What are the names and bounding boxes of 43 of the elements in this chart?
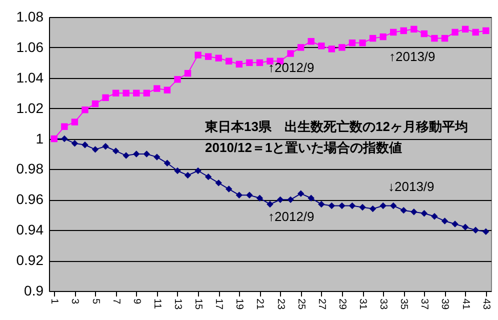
y-tick-label: 1.08 (16, 8, 44, 24)
x-tick-label: 41 (460, 298, 471, 310)
y-tick-label: 1.04 (16, 69, 44, 86)
y-tick-label: 1.06 (16, 38, 44, 55)
x-tick-label: 27 (316, 298, 327, 310)
point (287, 50, 294, 57)
x-tick-label: 25 (295, 298, 306, 310)
point (154, 85, 160, 92)
y-tick-label: 0.98 (16, 160, 44, 177)
x-tick-label: 39 (439, 298, 450, 310)
y-tick-label: 1.02 (16, 100, 44, 116)
x-tick-label: 19 (234, 298, 245, 310)
x-tick-label: 3 (69, 298, 80, 304)
point (194, 52, 202, 58)
annotation: ↓2013/9 (388, 179, 434, 194)
y-tick-label: 0.96 (16, 191, 44, 208)
x-tick-label: 43 (480, 298, 492, 310)
x-tick-label: 1 (48, 298, 60, 304)
annotation: ↑2012/9 (268, 209, 314, 224)
annotation: 2010/12＝1と置いた場合の指数値 (205, 140, 402, 155)
x-tick-label: 31 (357, 298, 368, 310)
x-tick-label: 13 (172, 298, 183, 310)
annotation: ↑2013/9 (389, 49, 436, 64)
y-tick-label: 0.9 (24, 282, 44, 298)
x-tick-label: 35 (398, 298, 410, 310)
x-tick-label: 23 (274, 298, 286, 310)
point (61, 123, 68, 130)
annotation: 東日本13県 出生数死亡数の12ヶ月移動平均 (204, 119, 468, 134)
x-tick-label: 5 (90, 298, 101, 304)
x-tick-label: 15 (192, 298, 204, 310)
x-tick-label: 7 (110, 298, 122, 304)
x-tick-label: 9 (130, 298, 142, 304)
x-tick-label: 29 (336, 298, 348, 310)
annotation: ↑2012/9 (268, 60, 314, 75)
x-tick-label: 33 (378, 298, 389, 310)
x-tick-label: 17 (213, 298, 224, 310)
x-tick-label: 11 (151, 298, 162, 310)
x-tick-label: 37 (418, 298, 430, 310)
point (338, 44, 346, 51)
x-tick-label: 21 (254, 298, 266, 310)
y-tick-label: 0.92 (16, 252, 44, 268)
y-tick-label: 0.94 (16, 222, 44, 238)
y-tick-label: 1 (36, 130, 44, 146)
